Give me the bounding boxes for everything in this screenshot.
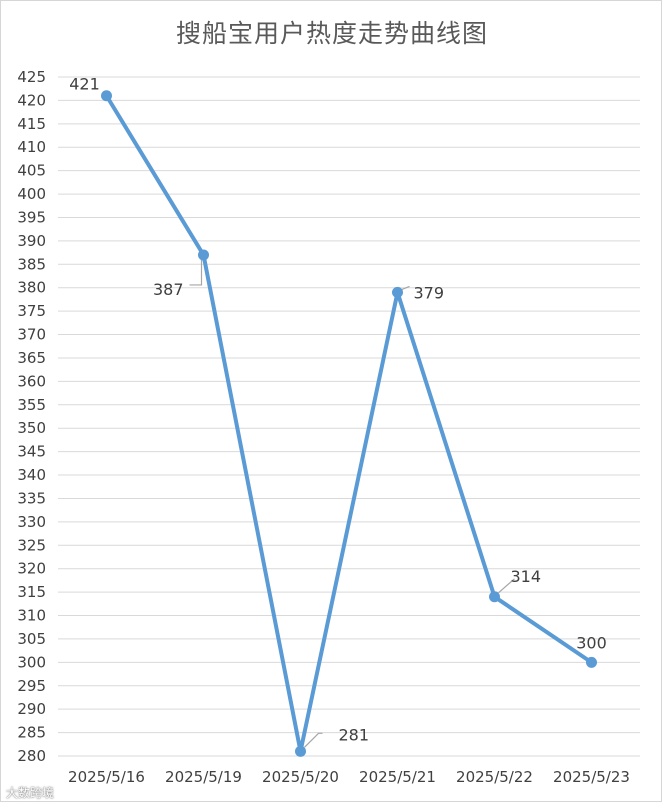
y-tick-label: 350 [17,419,46,437]
y-tick-label: 415 [17,115,46,133]
data-label: 379 [414,283,445,302]
y-tick-label: 365 [17,349,46,367]
label-leader-line [498,578,515,594]
y-tick-label: 345 [17,443,46,461]
data-point [392,286,403,298]
x-tick-label: 2025/5/22 [456,768,533,786]
y-tick-label: 330 [17,513,46,531]
y-tick-label: 360 [17,372,46,390]
y-tick-label: 320 [17,560,46,578]
x-tick-label: 2025/5/23 [553,768,630,786]
label-leader-line [189,258,203,286]
y-tick-label: 380 [17,279,46,297]
series-line [104,94,593,754]
y-tick-label: 425 [17,68,46,86]
gridlines [58,76,640,757]
y-tick-label: 385 [17,255,46,273]
data-labels: 421 387 281 379 314 300 [69,75,607,745]
y-tick-label: 305 [17,630,46,648]
x-tick-label: 2025/5/16 [68,768,145,786]
y-tick-label: 290 [17,700,46,718]
x-tick-label: 2025/5/21 [359,768,436,786]
series-group [101,90,597,757]
y-tick-label: 390 [17,232,46,250]
data-point [295,745,306,757]
y-tick-label: 340 [17,466,46,484]
y-tick-label: 375 [17,302,46,320]
label-leader-line [304,732,323,748]
data-point [586,656,597,668]
watermark: 大数跨境 [6,786,55,800]
data-point [101,90,112,102]
y-tick-label: 295 [17,677,46,695]
data-point [489,591,500,603]
y-tick-label: 395 [17,208,46,226]
y-tick-label: 355 [17,396,46,414]
y-tick-label: 400 [17,185,46,203]
y-tick-label: 370 [17,326,46,344]
data-label: 314 [511,567,542,586]
y-tick-label: 315 [17,583,46,601]
data-point [198,249,209,261]
data-label: 300 [576,633,607,652]
y-axis-ticks: 280 285 290 295 300 305 310 315 320 325 330 335 340 3… [17,68,46,765]
x-axis-ticks: 2025/5/16 2025/5/19 2025/5/20 2025/5/21 2025… [68,768,630,786]
y-tick-label: 420 [17,91,46,109]
y-tick-label: 285 [17,724,46,742]
y-tick-label: 300 [17,653,46,671]
y-tick-label: 405 [17,162,46,180]
data-label: 421 [69,75,100,94]
y-tick-label: 335 [17,489,46,507]
y-tick-label: 280 [17,747,46,765]
y-tick-label: 410 [17,138,46,156]
y-tick-label: 325 [17,536,46,554]
data-label: 387 [153,280,184,299]
data-label: 281 [339,725,370,744]
x-tick-label: 2025/5/20 [262,768,339,786]
chart-title: 搜船宝用户热度走势曲线图 [175,19,488,48]
x-tick-label: 2025/5/19 [165,768,242,786]
y-tick-label: 310 [17,607,46,625]
